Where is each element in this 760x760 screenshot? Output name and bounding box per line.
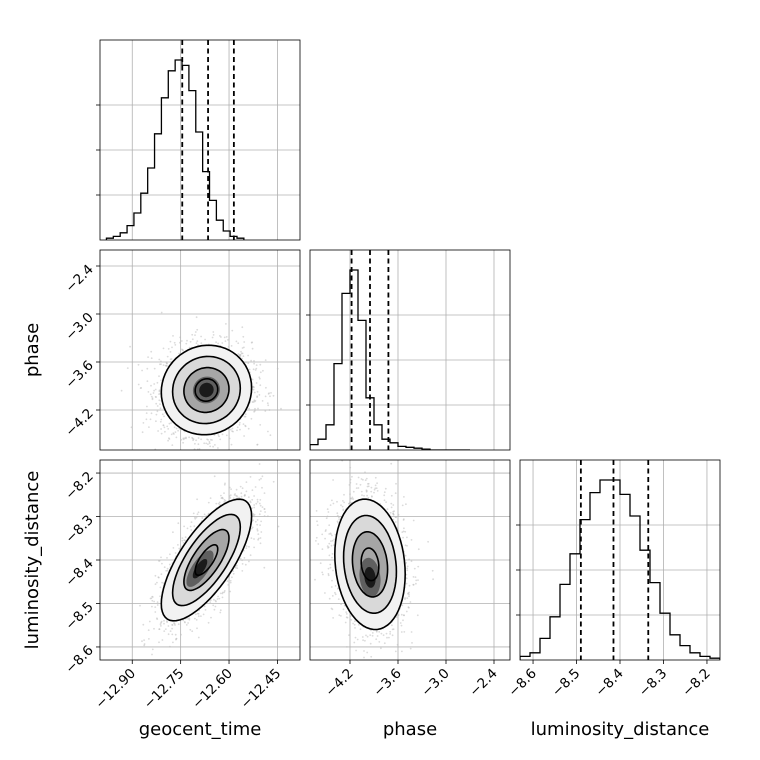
xtick-label-phase-2: −3.0 (418, 666, 452, 700)
hist-frame-geocent_time (99, 39, 301, 241)
x-axis-label-geocent-time: geocent_time (139, 719, 262, 740)
xtick-label-geocent_time-1: −12.75 (141, 666, 188, 713)
ytick-label-phase-3: −2.4 (62, 262, 96, 296)
histogram-phase (310, 269, 470, 450)
contour-level-3 (333, 498, 407, 631)
xtick-label-luminosity_distance-4: −8.2 (679, 666, 713, 700)
ytick-label-luminosity_distance-2: −8.4 (62, 556, 96, 590)
panel-frame (309, 459, 511, 661)
contour-level-2 (171, 355, 242, 425)
x-axis-label-phase: phase (383, 719, 437, 740)
density-shade-4 (199, 382, 214, 398)
ytick-label-luminosity_distance-3: −8.3 (62, 512, 96, 546)
xtick-label-geocent_time-0: −12.90 (92, 666, 139, 713)
contour-level-2 (171, 513, 242, 607)
xtick-label-luminosity_distance-1: −8.5 (549, 666, 583, 700)
density-panel-phase-luminosity_distance (309, 459, 511, 661)
xtick-label-luminosity_distance-2: −8.4 (592, 666, 626, 700)
contour-level-1 (351, 531, 389, 598)
xtick-label-luminosity_distance-0: −8.6 (505, 666, 539, 700)
hist-panel-phase (306, 249, 511, 451)
xtick-label-phase-3: −2.4 (466, 666, 500, 700)
ytick-label-luminosity_distance-4: −8.2 (62, 469, 96, 503)
histogram-geocent_time (105, 59, 245, 240)
density-panel-geocent_time-luminosity_distance (99, 459, 301, 661)
contour-level-1 (183, 528, 230, 592)
hist-frame-phase (309, 249, 511, 451)
xtick-label-phase-0: −4.2 (322, 666, 356, 700)
xtick-label-phase-1: −3.6 (370, 666, 404, 700)
y-axis-label-phase: phase (22, 323, 43, 377)
hist-panel-luminosity_distance (516, 459, 721, 661)
ytick-label-luminosity_distance-0: −8.6 (62, 642, 96, 676)
contour-level-1 (183, 366, 230, 414)
histogram-luminosity_distance (520, 479, 720, 660)
contour-level-0 (194, 544, 219, 576)
density-panel-geocent_time-phase (99, 249, 301, 451)
density-shade-4 (364, 567, 376, 588)
hist-panel-geocent_time (96, 39, 301, 241)
ytick-label-phase-2: −3.0 (62, 310, 96, 344)
ytick-label-luminosity_distance-1: −8.5 (62, 599, 96, 633)
xtick-label-geocent_time-2: −12.60 (189, 666, 236, 713)
contour-level-3 (160, 498, 253, 622)
x-axis-label-luminosity-distance: luminosity_distance (531, 719, 710, 740)
y-axis-label-luminosity-distance: luminosity_distance (22, 471, 43, 650)
xtick-label-geocent_time-3: −12.45 (238, 666, 285, 713)
xtick-label-luminosity_distance-3: −8.3 (636, 666, 670, 700)
contour-level-0 (360, 547, 380, 582)
contour-level-3 (160, 344, 253, 436)
ytick-label-phase-0: −4.2 (62, 406, 96, 440)
contour-level-0 (194, 378, 219, 402)
contour-level-2 (342, 514, 398, 614)
ytick-label-phase-1: −3.6 (62, 358, 96, 392)
panel-frame (99, 249, 301, 451)
